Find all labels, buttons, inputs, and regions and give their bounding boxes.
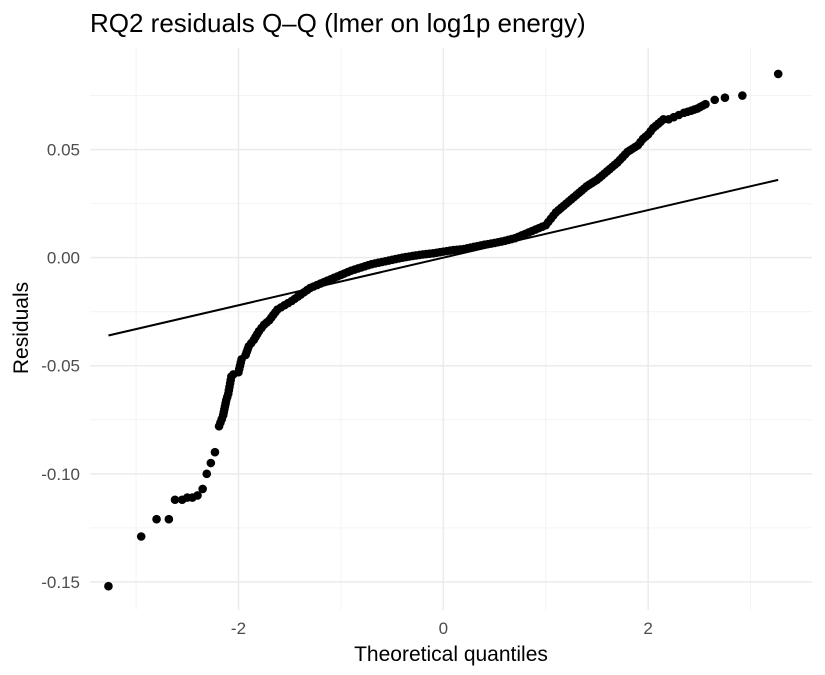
data-point xyxy=(198,484,207,494)
y-tick-label: 0.05 xyxy=(47,141,80,160)
y-tick-label: 0.00 xyxy=(47,249,80,268)
points-group xyxy=(104,69,783,591)
data-point xyxy=(206,458,216,468)
data-point xyxy=(170,495,180,505)
data-point xyxy=(104,581,113,591)
grid xyxy=(90,48,812,610)
qq-reference-line xyxy=(108,178,779,337)
y-tick-labels: -0.15 -0.10 -0.05 0.00 0.05 xyxy=(41,141,80,592)
x-tick-labels: -2 0 2 xyxy=(231,619,653,638)
data-point xyxy=(738,91,747,100)
data-point xyxy=(701,99,710,109)
x-tick-label: -2 xyxy=(231,619,246,638)
x-axis-title: Theoretical quantiles xyxy=(354,643,548,666)
data-point xyxy=(210,447,220,457)
y-tick-label: -0.15 xyxy=(41,573,80,592)
y-tick-label: -0.10 xyxy=(41,465,80,484)
x-tick-label: 0 xyxy=(439,619,448,638)
x-tick-label: 2 xyxy=(643,619,652,638)
data-point xyxy=(164,514,174,524)
data-point xyxy=(136,532,146,541)
data-point xyxy=(193,491,202,500)
data-point xyxy=(720,93,730,103)
data-point xyxy=(710,95,720,105)
reference-line-group xyxy=(108,178,779,337)
data-point xyxy=(773,69,783,79)
data-point xyxy=(152,514,161,524)
data-point xyxy=(202,469,212,479)
y-axis-title: Residuals xyxy=(10,282,33,374)
y-tick-label: -0.05 xyxy=(41,357,80,376)
chart-title: RQ2 residuals Q–Q (lmer on log1p energy) xyxy=(90,8,586,38)
